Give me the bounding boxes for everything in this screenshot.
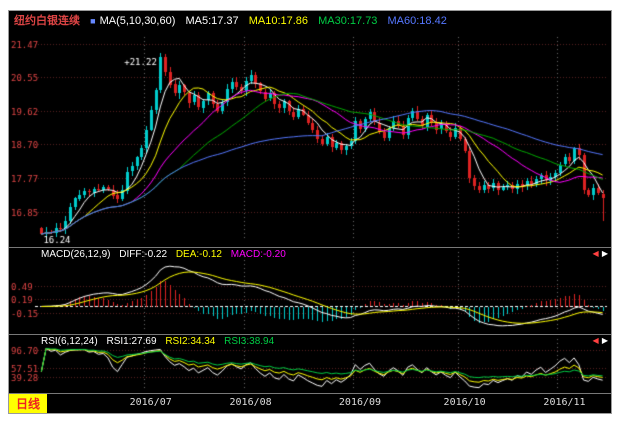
x-axis-month-label: 2016/08 — [229, 397, 272, 408]
x-axis-month-label: 2016/07 — [129, 397, 172, 408]
rsi-header: RSI(6,12,24) RSI1:27.69 RSI2:34.34 RSI3:… — [41, 336, 280, 348]
ma30-value: MA30:17.73 — [318, 15, 378, 27]
panel-nav-left-icon[interactable]: ◀ — [592, 336, 599, 345]
ma-legend-icon: ■ — [90, 16, 96, 26]
panel-nav-right-icon[interactable]: ▶ — [601, 249, 608, 258]
macd-indicator-label: MACD(26,12,9) — [41, 249, 111, 260]
macd-panel: MACD(26,12,9) DIFF:-0.22 DEA:-0.12 MACD:… — [9, 248, 611, 334]
chart-header: 纽约白银连续 ■ MA(5,10,30,60) MA5:17.37 MA10:1… — [9, 11, 611, 31]
panel-nav-left-icon[interactable]: ◀ — [592, 249, 599, 258]
macd-panel-controls: ◀ ▶ — [591, 249, 608, 259]
panel-nav-right-icon[interactable]: ▶ — [601, 336, 608, 345]
x-axis-month-label: 2016/11 — [543, 397, 586, 408]
chart-area: 纽约白银连续 ■ MA(5,10,30,60) MA5:17.37 MA10:1… — [8, 10, 612, 414]
macd-dea-value: DEA:-0.12 — [175, 249, 222, 260]
rsi-indicator-label: RSI(6,12,24) — [41, 336, 98, 347]
macd-diff-value: DIFF:-0.22 — [119, 249, 168, 260]
rsi3-value: RSI3:38.94 — [224, 336, 275, 347]
panel-separator — [9, 247, 611, 248]
time-axis-bar: 日线 2016/07 2016/08 2016/09 2016/10 2016/11 — [9, 394, 611, 413]
panel-separator — [9, 334, 611, 335]
ma60-value: MA60:18.42 — [387, 15, 447, 27]
rsi2-value: RSI2:34.34 — [165, 336, 216, 347]
macd-header: MACD(26,12,9) DIFF:-0.22 DEA:-0.12 MACD:… — [41, 249, 292, 261]
rsi-panel-controls: ◀ ▶ — [591, 336, 608, 346]
macd-bar-value: MACD:-0.20 — [230, 249, 286, 260]
x-axis-month-label: 2016/09 — [338, 397, 382, 408]
rsi1-value: RSI1:27.69 — [106, 336, 157, 347]
period-label: 日线 — [15, 397, 40, 411]
period-button[interactable]: 日线 — [9, 394, 47, 413]
ma-indicator-label: MA(5,10,30,60) — [99, 15, 176, 27]
symbol-name: 纽约白银连续 — [14, 15, 80, 27]
rsi-chart-canvas[interactable] — [9, 335, 611, 393]
ma10-value: MA10:17.86 — [248, 15, 309, 27]
x-axis-month-label: 2016/10 — [443, 397, 486, 408]
price-chart-canvas[interactable] — [9, 31, 611, 247]
panel-separator — [9, 393, 611, 394]
price-panel — [9, 31, 611, 247]
ma5-value: MA5:17.37 — [185, 15, 239, 27]
macd-chart-canvas[interactable] — [9, 248, 611, 334]
rsi-panel: RSI(6,12,24) RSI1:27.69 RSI2:34.34 RSI3:… — [9, 335, 611, 393]
